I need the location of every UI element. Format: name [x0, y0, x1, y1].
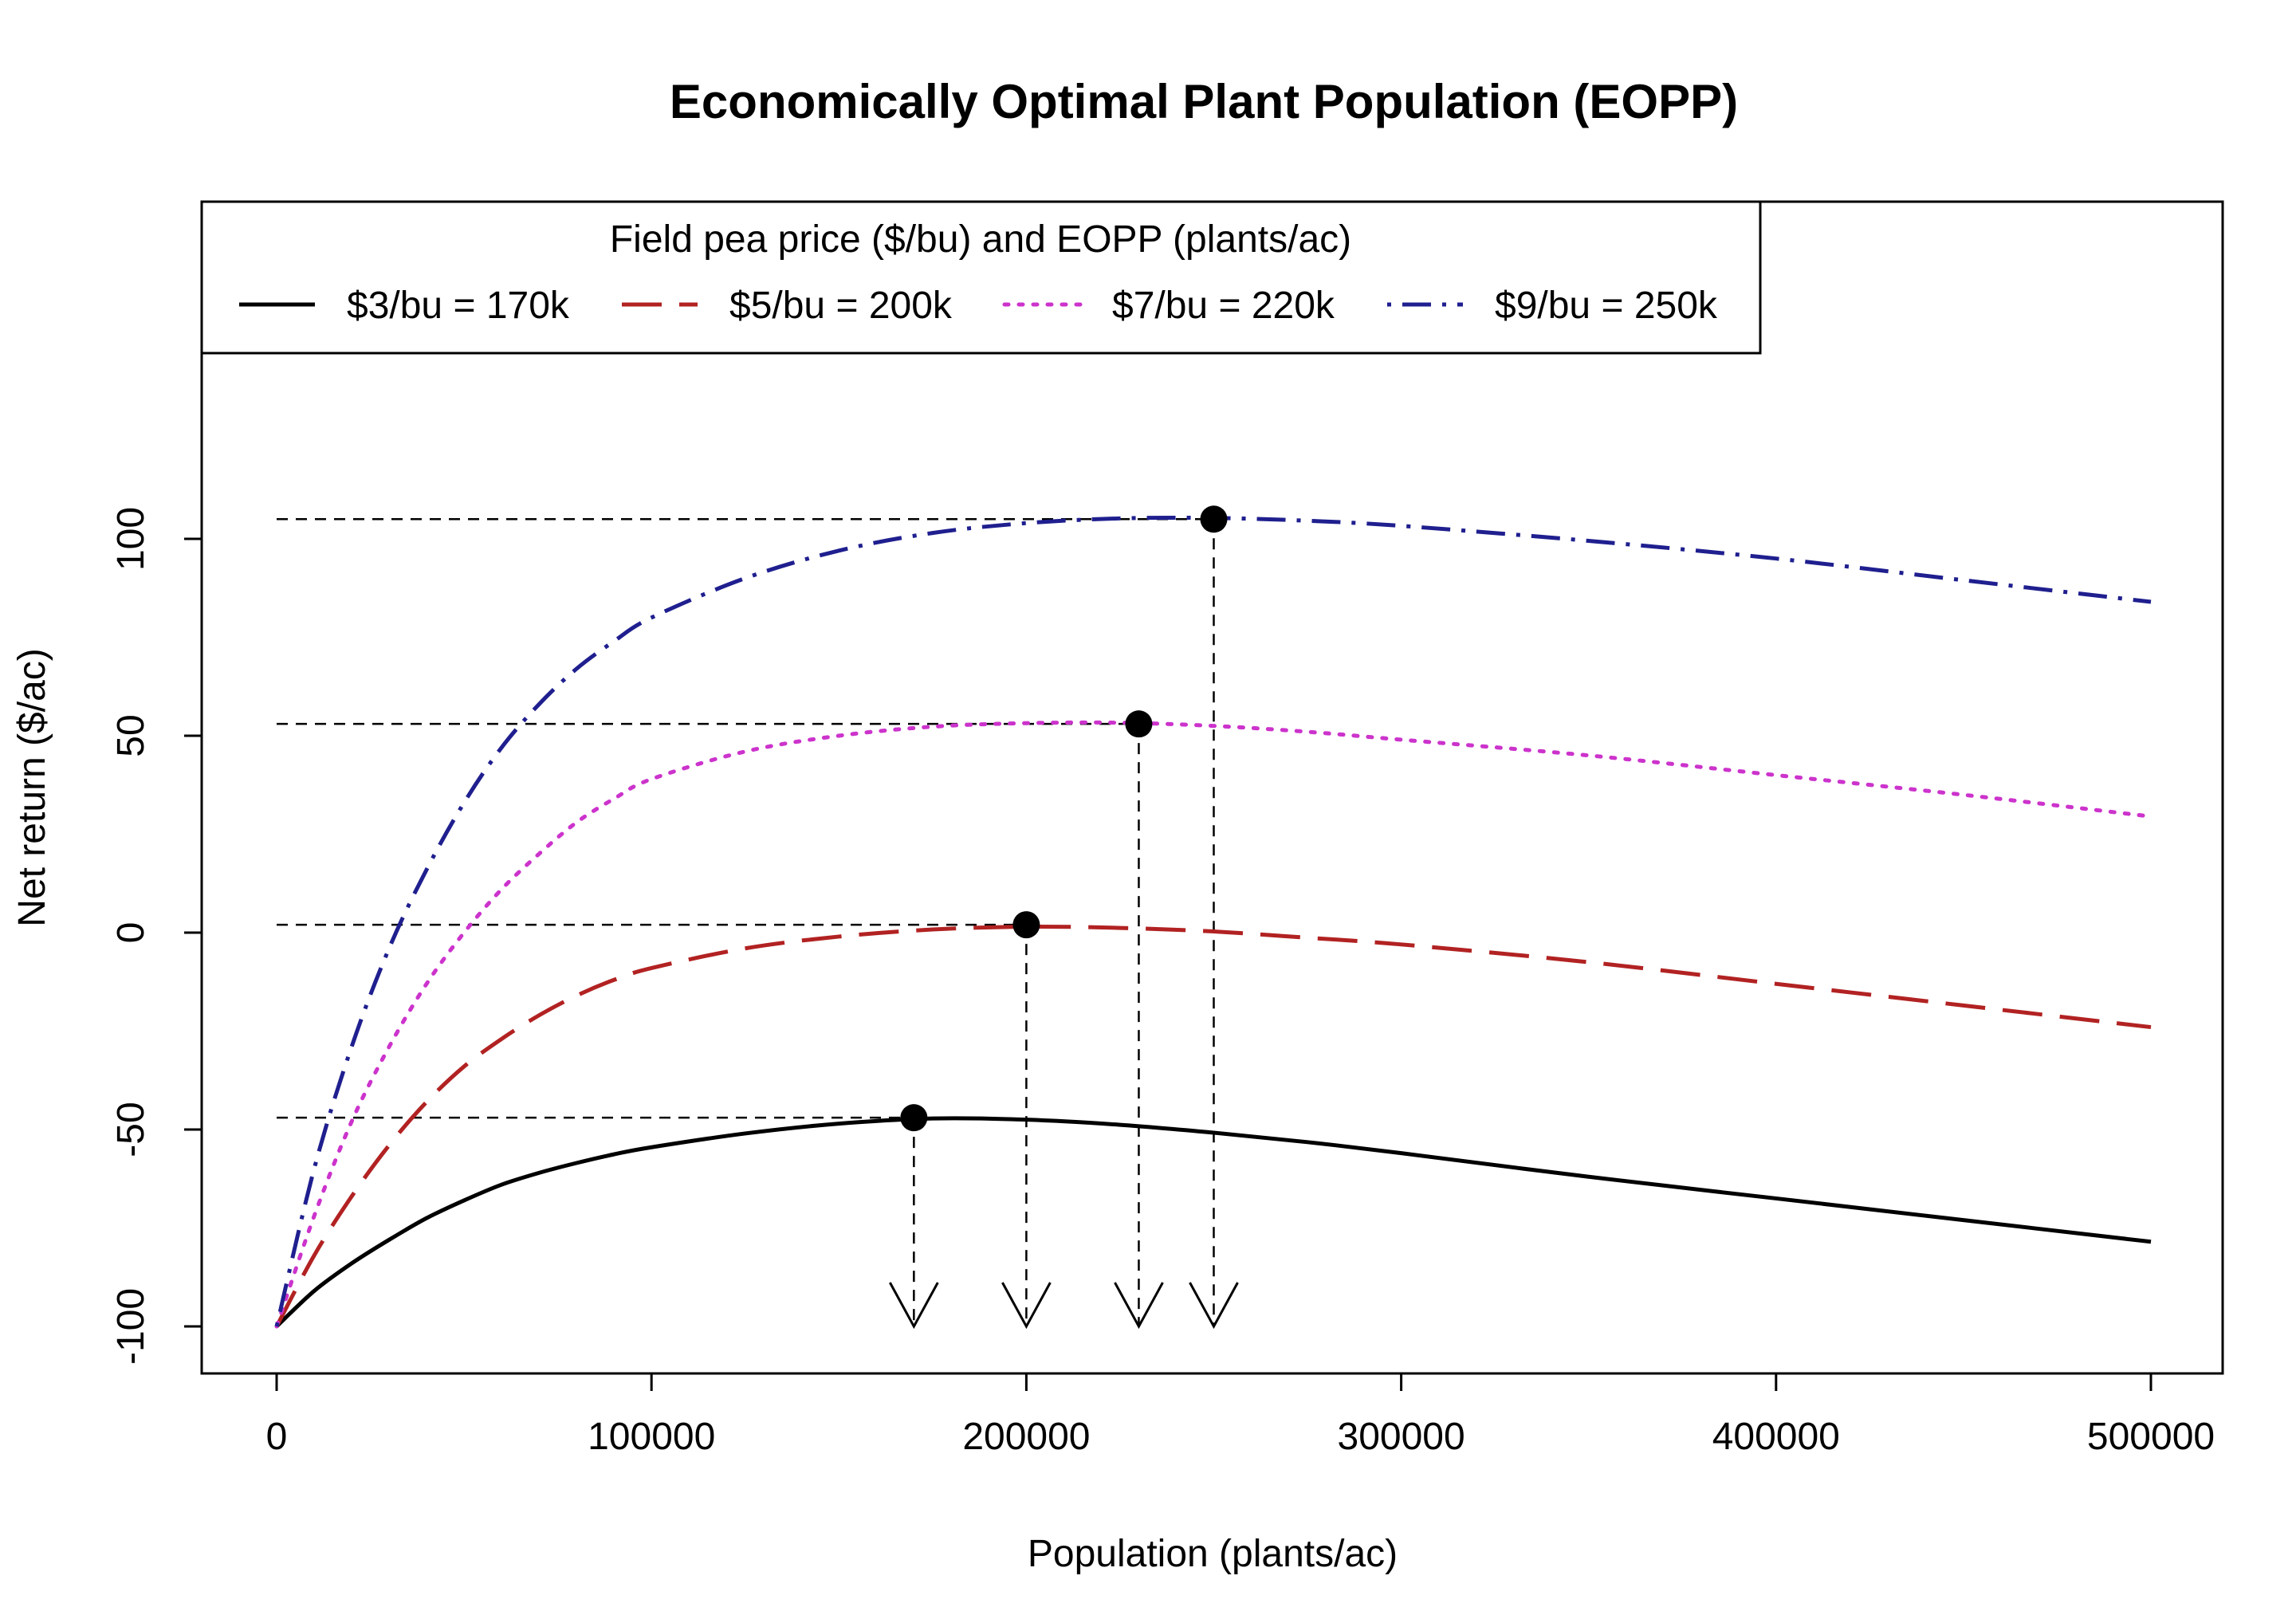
axes-layer: 0 100000 200000 300000 400000 500000 -100 -50 0 5…: [110, 507, 2215, 1458]
y-axis-label: Net return ($/ac): [11, 648, 53, 926]
legend-box: [200, 200, 1762, 355]
y-tick-label: -50: [110, 1102, 152, 1157]
optimum-arrowhead-2: [1001, 1282, 1052, 1330]
optimum-point-1: [900, 1104, 928, 1132]
legend-label-1: $3/bu = 170k: [347, 285, 570, 327]
y-tick-label: -100: [110, 1288, 152, 1365]
chart-title: Economically Optimal Plant Population (E…: [670, 75, 1738, 128]
x-tick-label: 200000: [962, 1416, 1090, 1458]
optimum-point-2: [1012, 911, 1040, 939]
optimum-point-3: [1125, 710, 1153, 738]
y-tick-label: 0: [110, 922, 152, 944]
optimum-point-4: [1200, 505, 1228, 533]
guides-layer: [277, 518, 1239, 1330]
y-tick-label: 100: [110, 507, 152, 571]
legend-title: Field pea price ($/bu) and EOPP (plants/…: [610, 218, 1351, 261]
x-tick-label: 500000: [2087, 1416, 2215, 1458]
legend-entries: $3/bu = 170k $5/bu = 200k $7/bu = 220k $9/b…: [239, 285, 1718, 327]
x-tick-label: 0: [266, 1416, 288, 1458]
x-axis-label: Population (plants/ac): [1028, 1533, 1398, 1575]
series-line-2: [274, 925, 2152, 1328]
legend: Field pea price ($/bu) and EOPP (plants/…: [200, 200, 1762, 355]
series-layer: [274, 515, 2153, 1329]
x-tick-label: 100000: [588, 1416, 715, 1458]
y-tick-label: 50: [110, 714, 152, 756]
plot-frame: [200, 200, 2224, 1375]
series-line-4: [274, 515, 2152, 1327]
legend-label-2: $5/bu = 200k: [729, 285, 953, 327]
optimum-arrowhead-1: [889, 1282, 939, 1330]
points-layer: [900, 505, 1228, 1132]
series-line-1: [275, 1116, 2152, 1328]
x-tick-label: 300000: [1338, 1416, 1465, 1458]
legend-label-4: $9/bu = 250k: [1495, 285, 1718, 327]
x-tick-label: 400000: [1712, 1416, 1840, 1458]
optimum-arrowhead-3: [1114, 1282, 1164, 1330]
legend-label-3: $7/bu = 220k: [1112, 285, 1335, 327]
optimum-arrowhead-4: [1189, 1282, 1239, 1330]
series-line-3: [274, 720, 2153, 1329]
